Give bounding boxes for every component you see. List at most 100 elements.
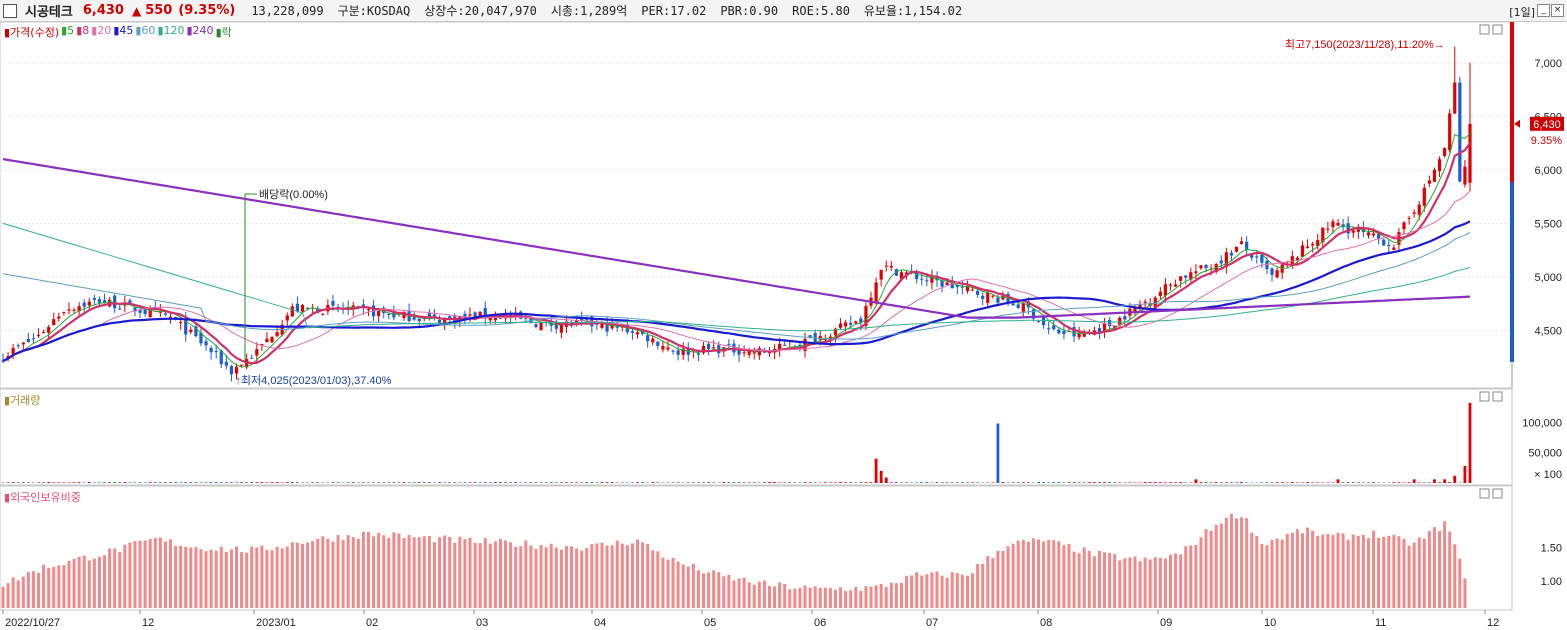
candle-body xyxy=(473,312,477,320)
foreign-bar xyxy=(1346,539,1350,608)
panel-close-button[interactable] xyxy=(1492,24,1503,35)
legend-item-5: ▮60 xyxy=(135,24,156,37)
volume-bar xyxy=(823,482,827,483)
foreign-bar xyxy=(803,585,807,608)
candle-body xyxy=(42,332,46,334)
foreign-bar xyxy=(1052,540,1056,608)
foreign-bar xyxy=(158,537,162,608)
close-button[interactable]: × xyxy=(1551,4,1564,17)
volume-bar xyxy=(47,482,51,483)
volume-bar xyxy=(773,482,776,483)
x-tick-label: 07 xyxy=(926,617,938,629)
volume-bar xyxy=(296,482,299,483)
foreign-bar xyxy=(1092,556,1096,608)
ma-line-60 xyxy=(2,232,1471,340)
candle-body xyxy=(229,366,234,375)
volume-bar xyxy=(894,482,898,483)
candle-body xyxy=(1011,303,1015,306)
foreign-bar xyxy=(529,545,533,608)
candle-body xyxy=(305,307,310,309)
candle-body xyxy=(31,338,36,340)
foreign-bar xyxy=(483,538,487,608)
foreign-bar xyxy=(1265,545,1269,608)
volume-bar xyxy=(590,482,594,483)
volume-bar xyxy=(600,482,604,483)
panel-minimize-button[interactable] xyxy=(1479,24,1490,35)
candle-body xyxy=(920,278,924,280)
foreign-bar xyxy=(224,551,228,608)
minimize-button[interactable]: _ xyxy=(1537,4,1550,17)
foreign-bar xyxy=(1042,541,1046,608)
candle-body xyxy=(92,297,96,300)
volume-bar xyxy=(641,482,644,483)
foreign-bar xyxy=(82,555,86,608)
volume-bar xyxy=(412,482,416,483)
foreign-minimize-button[interactable] xyxy=(1479,488,1490,499)
foreign-bar xyxy=(1397,536,1401,608)
candle-body xyxy=(1377,233,1381,240)
candle-body xyxy=(737,349,741,355)
volume-bar xyxy=(1468,402,1472,483)
volume-bar xyxy=(448,482,452,483)
foreign-bar xyxy=(1169,554,1173,608)
volume-bar xyxy=(260,482,264,483)
foreign-bar xyxy=(1179,554,1183,608)
volume-bar xyxy=(808,482,812,483)
volume-bar xyxy=(382,482,386,483)
foreign-bar xyxy=(1016,540,1020,608)
foreign-title: ▮외국인보유비중 xyxy=(4,491,81,504)
foreign-bar xyxy=(549,543,553,608)
candle-body xyxy=(255,349,259,356)
foreign-bar xyxy=(559,549,563,608)
foreign-bar xyxy=(1392,534,1396,608)
foreign-bar xyxy=(118,552,122,608)
candle-body xyxy=(250,357,254,359)
foreign-bar xyxy=(778,582,782,608)
foreign-bar xyxy=(976,564,980,608)
volume-bar xyxy=(1016,482,1020,483)
pbr-value: PBR:0.90 xyxy=(720,3,779,18)
volume-bar xyxy=(940,482,944,483)
price-range-bar-down xyxy=(1510,182,1514,362)
foreign-bar xyxy=(153,538,157,608)
volume-bar xyxy=(158,482,162,483)
volume-minimize-button[interactable] xyxy=(1479,391,1490,402)
volume-close-button[interactable] xyxy=(1492,391,1503,402)
volume-bar xyxy=(422,482,426,483)
foreign-close-button[interactable] xyxy=(1492,488,1503,499)
foreign-bar xyxy=(468,537,472,608)
foreign-bar xyxy=(783,583,787,608)
x-tick-label: 04 xyxy=(594,617,606,629)
foreign-bar xyxy=(671,557,675,608)
select-checkbox[interactable] xyxy=(3,3,17,18)
foreign-bar xyxy=(564,546,568,608)
candle-body xyxy=(488,317,492,321)
volume-bar xyxy=(1143,482,1147,483)
volume-bar xyxy=(1118,482,1122,483)
foreign-bar xyxy=(1224,517,1228,608)
foreign-bar xyxy=(214,550,218,608)
foreign-bar xyxy=(1372,530,1376,608)
candle-body xyxy=(534,324,538,328)
foreign-bar xyxy=(1082,547,1086,608)
foreign-bar xyxy=(1001,551,1005,608)
candle-body xyxy=(1148,303,1152,306)
candle-body xyxy=(701,345,706,353)
foreign-bar xyxy=(1341,533,1345,608)
foreign-tick-label: 1.50 xyxy=(1541,542,1562,554)
volume-bar xyxy=(133,482,137,483)
foreign-bar xyxy=(666,559,670,608)
volume-bar xyxy=(1072,482,1076,483)
candle-body xyxy=(1351,230,1355,233)
volume-bar xyxy=(1336,479,1340,483)
foreign-bar xyxy=(1153,557,1157,608)
period-selector[interactable]: [1일] xyxy=(1509,6,1535,19)
foreign-bar xyxy=(1311,530,1315,608)
foreign-bar xyxy=(316,538,320,608)
candle-body xyxy=(1346,223,1350,234)
foreign-bar xyxy=(646,543,650,608)
candle-body xyxy=(26,338,30,342)
candle-body xyxy=(783,344,787,346)
foreign-bar xyxy=(52,566,56,608)
candle-body xyxy=(849,322,853,325)
